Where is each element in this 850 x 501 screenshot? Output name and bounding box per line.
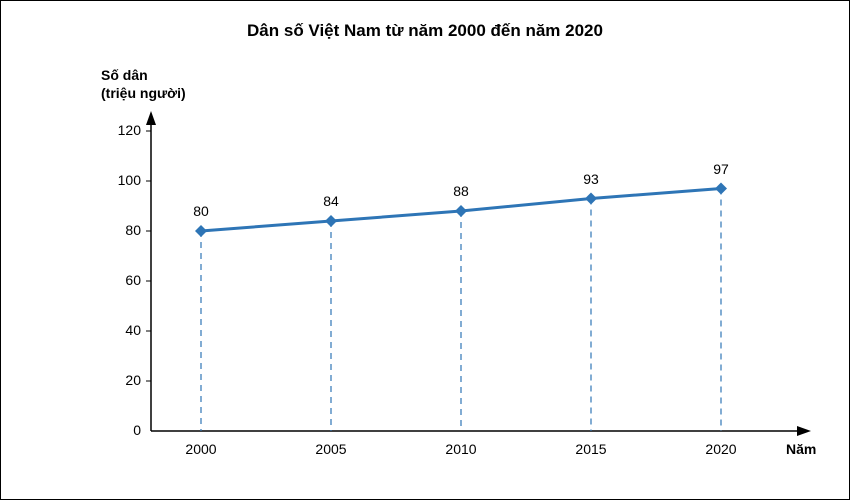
x-tick-2005: 2005: [306, 441, 356, 457]
y-axis-label: Số dân(triệu người): [101, 66, 186, 102]
data-label-2015: 93: [571, 171, 611, 187]
data-label-2000: 80: [181, 203, 221, 219]
y-tick-80: 80: [101, 222, 141, 238]
chart-container: Dân số Việt Nam từ năm 2000 đến năm 2020…: [0, 0, 850, 500]
x-axis-label: Năm: [786, 441, 816, 457]
y-tick-40: 40: [101, 322, 141, 338]
y-tick-60: 60: [101, 272, 141, 288]
x-tick-2020: 2020: [696, 441, 746, 457]
x-tick-2015: 2015: [566, 441, 616, 457]
x-tick-2000: 2000: [176, 441, 226, 457]
x-tick-2010: 2010: [436, 441, 486, 457]
y-tick-20: 20: [101, 372, 141, 388]
data-label-2020: 97: [701, 161, 741, 177]
data-label-2005: 84: [311, 193, 351, 209]
data-label-2010: 88: [441, 183, 481, 199]
y-tick-0: 0: [101, 422, 141, 438]
y-tick-120: 120: [101, 122, 141, 138]
y-tick-100: 100: [101, 172, 141, 188]
